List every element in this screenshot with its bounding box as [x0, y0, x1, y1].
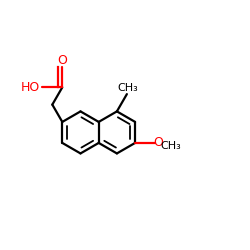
Text: CH₃: CH₃ [118, 83, 139, 93]
Text: HO: HO [20, 81, 40, 94]
Text: O: O [153, 136, 163, 149]
Text: O: O [57, 54, 67, 67]
Text: CH₃: CH₃ [161, 141, 182, 151]
